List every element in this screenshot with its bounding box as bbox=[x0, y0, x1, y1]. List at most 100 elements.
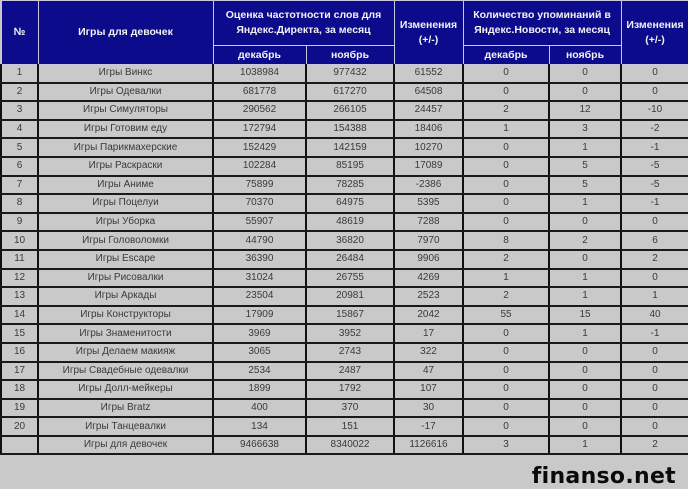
cell-number: 15 bbox=[0, 324, 39, 344]
cell-direct-change: 17 bbox=[393, 324, 464, 344]
cell-news-change: 0 bbox=[620, 380, 688, 400]
header-news-november: ноябрь bbox=[548, 45, 622, 65]
header-news-december: декабрь bbox=[462, 45, 550, 65]
cell-number: 18 bbox=[0, 380, 39, 400]
table-row: 11 Игры Escape 36390 26484 9906 2 0 2 bbox=[0, 249, 688, 270]
cell-news-change: -1 bbox=[620, 324, 688, 344]
cell-news-december: 0 bbox=[462, 417, 550, 437]
cell-news-change: 0 bbox=[620, 64, 688, 84]
cell-direct-november: 2743 bbox=[305, 342, 395, 363]
cell-number: 5 bbox=[0, 138, 39, 158]
cell-direct-change: 7288 bbox=[393, 212, 464, 233]
cell-direct-change: 64508 bbox=[393, 82, 464, 103]
cell-direct-december: 70370 bbox=[212, 194, 307, 214]
cell-name: Игры Аниме bbox=[37, 175, 214, 196]
cell-news-december: 2 bbox=[462, 287, 550, 307]
cell-number: 7 bbox=[0, 175, 39, 196]
cell-direct-november: 78285 bbox=[305, 175, 395, 196]
cell-news-december: 8 bbox=[462, 231, 550, 251]
table-row: 15 Игры Знаменитости 3969 3952 17 0 1 -1 bbox=[0, 324, 688, 344]
cell-direct-december: 134 bbox=[212, 417, 307, 437]
cell-news-december: 2 bbox=[462, 249, 550, 270]
cell-number: 8 bbox=[0, 194, 39, 214]
cell-direct-change: 107 bbox=[393, 380, 464, 400]
cell-direct-december: 172794 bbox=[212, 119, 307, 140]
cell-name: Игры для девочек bbox=[37, 435, 214, 456]
table-row: 1 Игры Винкс 1038984 977432 61552 0 0 0 bbox=[0, 64, 688, 84]
cell-news-change: -1 bbox=[620, 138, 688, 158]
cell-direct-november: 36820 bbox=[305, 231, 395, 251]
cell-news-december: 0 bbox=[462, 380, 550, 400]
cell-direct-november: 151 bbox=[305, 417, 395, 437]
cell-news-change: 0 bbox=[620, 82, 688, 103]
table-row: 9 Игры Уборка 55907 48619 7288 0 0 0 bbox=[0, 212, 688, 233]
table-row: 5 Игры Парикмахерские 152429 142159 10270 0 1-… bbox=[0, 138, 688, 158]
cell-number: 9 bbox=[0, 212, 39, 233]
cell-number: 6 bbox=[0, 156, 39, 177]
cell-news-change: 2 bbox=[620, 435, 688, 456]
cell-news-december: 0 bbox=[462, 156, 550, 177]
cell-name: Игры Свадебные одевалки bbox=[37, 361, 214, 382]
cell-news-december: 0 bbox=[462, 342, 550, 363]
cell-direct-december: 152429 bbox=[212, 138, 307, 158]
table-row: 14 Игры Конструкторы 17909 15867 2042 55 15 40 bbox=[0, 305, 688, 326]
cell-direct-change: -2386 bbox=[393, 175, 464, 196]
cell-direct-december: 9466638 bbox=[212, 435, 307, 456]
cell-news-december: 0 bbox=[462, 194, 550, 214]
cell-news-november: 0 bbox=[548, 380, 622, 400]
table-row: 16 Игры Делаем макияж 3065 2743 322 0 0 0 bbox=[0, 342, 688, 363]
cell-news-november: 0 bbox=[548, 361, 622, 382]
cell-direct-change: 61552 bbox=[393, 64, 464, 84]
cell-direct-change: 18406 bbox=[393, 119, 464, 140]
cell-direct-november: 26484 bbox=[305, 249, 395, 270]
cell-name: Игры Готовим еду bbox=[37, 119, 214, 140]
cell-news-november: 3 bbox=[548, 119, 622, 140]
table-row: 4 Игры Готовим еду 172794 154388 18406 1 3 -2 bbox=[0, 119, 688, 140]
cell-direct-november: 48619 bbox=[305, 212, 395, 233]
cell-news-november: 0 bbox=[548, 342, 622, 363]
cell-name: Игры Винкс bbox=[37, 64, 214, 84]
cell-number: 3 bbox=[0, 101, 39, 121]
cell-direct-november: 142159 bbox=[305, 138, 395, 158]
header-direct-november: ноябрь bbox=[305, 45, 395, 65]
cell-news-november: 1 bbox=[548, 138, 622, 158]
cell-name: Игры Раскраски bbox=[37, 156, 214, 177]
cell-news-november: 0 bbox=[548, 417, 622, 437]
cell-number: 19 bbox=[0, 398, 39, 419]
cell-direct-november: 370 bbox=[305, 398, 395, 419]
cell-news-november: 0 bbox=[548, 398, 622, 419]
cell-news-december: 2 bbox=[462, 101, 550, 121]
cell-number: 12 bbox=[0, 268, 39, 289]
cell-number: 16 bbox=[0, 342, 39, 363]
cell-direct-change: 17089 bbox=[393, 156, 464, 177]
cell-number: 11 bbox=[0, 249, 39, 270]
header-news-change: Изменения (+/-) bbox=[620, 0, 688, 65]
cell-direct-december: 2534 bbox=[212, 361, 307, 382]
cell-news-change: -2 bbox=[620, 119, 688, 140]
cell-number: 17 bbox=[0, 361, 39, 382]
games-stats-table: № Игры для девочек Оценка частотности сл… bbox=[0, 0, 688, 456]
cell-number: 20 bbox=[0, 417, 39, 437]
cell-news-november: 12 bbox=[548, 101, 622, 121]
cell-news-november: 2 bbox=[548, 231, 622, 251]
cell-direct-november: 2487 bbox=[305, 361, 395, 382]
header-direct: Оценка частотности слов для Яндекс.Дирек… bbox=[212, 0, 395, 46]
cell-direct-november: 1792 bbox=[305, 380, 395, 400]
table-body: 1 Игры Винкс 1038984 977432 61552 0 0 0 2 Игры Од… bbox=[0, 64, 688, 456]
cell-name: Игры Делаем макияж bbox=[37, 342, 214, 363]
cell-news-change: 6 bbox=[620, 231, 688, 251]
cell-number bbox=[0, 435, 39, 456]
cell-news-november: 1 bbox=[548, 324, 622, 344]
cell-news-change: 0 bbox=[620, 361, 688, 382]
cell-news-december: 0 bbox=[462, 175, 550, 196]
cell-direct-december: 400 bbox=[212, 398, 307, 419]
cell-news-december: 1 bbox=[462, 268, 550, 289]
cell-news-december: 0 bbox=[462, 64, 550, 84]
cell-name: Игры Долл-мейкеры bbox=[37, 380, 214, 400]
cell-direct-december: 681778 bbox=[212, 82, 307, 103]
cell-direct-december: 44790 bbox=[212, 231, 307, 251]
cell-news-november: 15 bbox=[548, 305, 622, 326]
cell-news-december: 0 bbox=[462, 212, 550, 233]
cell-news-change: -5 bbox=[620, 156, 688, 177]
header-direct-change: Изменения (+/-) bbox=[393, 0, 464, 65]
